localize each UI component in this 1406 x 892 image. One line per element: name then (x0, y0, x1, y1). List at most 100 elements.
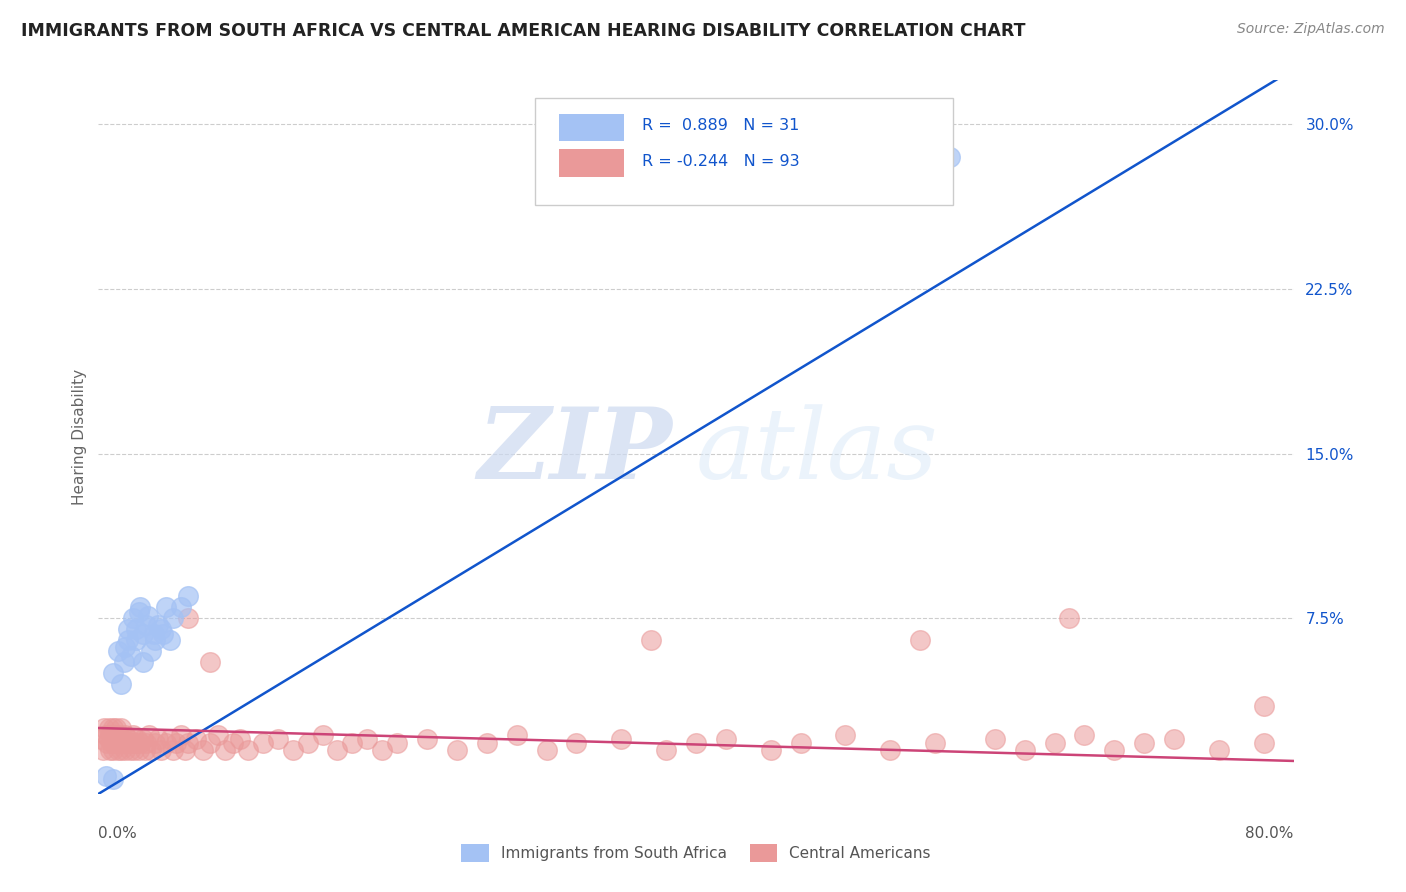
Point (565, 736, 588, 750)
Point (108, 728, 131, 742)
Point (162, 611, 184, 625)
Point (1208, 743, 1230, 757)
Point (143, 736, 166, 750)
Point (1133, 736, 1156, 750)
Point (1014, 743, 1036, 757)
Point (112, 655, 135, 669)
Point (132, 626, 155, 640)
Point (105, 736, 128, 750)
Point (229, 731, 252, 746)
Point (128, 743, 150, 757)
Point (142, 626, 165, 640)
Text: 80.0%: 80.0% (1246, 827, 1294, 841)
Point (121, 728, 143, 742)
Point (110, 736, 132, 750)
Text: R =  0.889   N = 31: R = 0.889 N = 31 (643, 119, 800, 134)
Point (103, 772, 125, 786)
Point (789, 736, 811, 750)
Point (177, 589, 200, 603)
Point (107, 731, 129, 746)
Point (152, 626, 174, 640)
Point (121, 611, 143, 625)
Point (446, 743, 468, 757)
Point (610, 731, 633, 746)
Point (685, 736, 707, 750)
Point (93, 721, 115, 735)
Point (120, 736, 142, 750)
Point (125, 622, 148, 636)
Point (134, 743, 156, 757)
Point (207, 728, 229, 742)
Text: atlas: atlas (696, 404, 939, 499)
Point (342, 736, 364, 750)
Point (155, 736, 177, 750)
Point (311, 728, 333, 742)
Point (96, 736, 118, 750)
Point (924, 736, 946, 750)
Point (475, 736, 498, 750)
Point (385, 736, 409, 750)
Legend: Immigrants from South Africa, Central Americans: Immigrants from South Africa, Central Am… (456, 838, 936, 868)
Point (129, 736, 152, 750)
Point (98, 743, 122, 757)
Point (110, 677, 132, 691)
Text: IMMIGRANTS FROM SOUTH AFRICA VS CENTRAL AMERICAN HEARING DISABILITY CORRELATION : IMMIGRANTS FROM SOUTH AFRICA VS CENTRAL … (21, 22, 1025, 40)
Point (114, 728, 136, 742)
Point (94, 728, 117, 742)
Point (908, 633, 931, 648)
Point (103, 731, 125, 746)
Point (136, 609, 159, 624)
Point (983, 731, 1005, 746)
Text: ZIP: ZIP (477, 403, 672, 500)
Point (165, 736, 187, 750)
Point (107, 743, 129, 757)
Point (1059, 611, 1081, 625)
Point (177, 736, 200, 750)
Point (177, 611, 200, 625)
Point (1253, 699, 1275, 714)
Point (1253, 736, 1275, 750)
Point (1073, 728, 1095, 742)
Point (114, 640, 136, 654)
Point (536, 743, 558, 757)
Point (155, 600, 177, 615)
Point (714, 731, 737, 746)
Point (267, 731, 290, 746)
Point (150, 622, 173, 636)
Point (97, 721, 120, 735)
Point (139, 743, 162, 757)
Point (834, 728, 856, 742)
Point (110, 721, 132, 735)
Point (125, 633, 148, 648)
Text: R = -0.244   N = 93: R = -0.244 N = 93 (643, 154, 800, 169)
Point (107, 644, 129, 658)
Point (200, 736, 222, 750)
Point (640, 633, 662, 648)
Point (252, 736, 274, 750)
Point (169, 728, 191, 742)
Point (371, 743, 394, 757)
Point (97, 731, 120, 746)
Point (135, 617, 157, 632)
Point (416, 731, 439, 746)
Point (148, 731, 170, 746)
Point (120, 648, 142, 663)
FancyBboxPatch shape (534, 98, 953, 205)
Point (103, 743, 125, 757)
Point (115, 736, 138, 750)
Point (655, 743, 678, 757)
Point (297, 736, 319, 750)
Point (135, 736, 157, 750)
Point (117, 622, 139, 636)
Point (94, 769, 117, 783)
Point (222, 736, 245, 750)
Point (939, 150, 962, 164)
Point (139, 644, 162, 658)
Point (143, 633, 166, 648)
Text: 0.0%: 0.0% (98, 827, 138, 841)
Point (1043, 736, 1066, 750)
Point (169, 600, 191, 615)
Point (103, 666, 125, 681)
Point (281, 743, 304, 757)
Bar (558, 150, 624, 177)
